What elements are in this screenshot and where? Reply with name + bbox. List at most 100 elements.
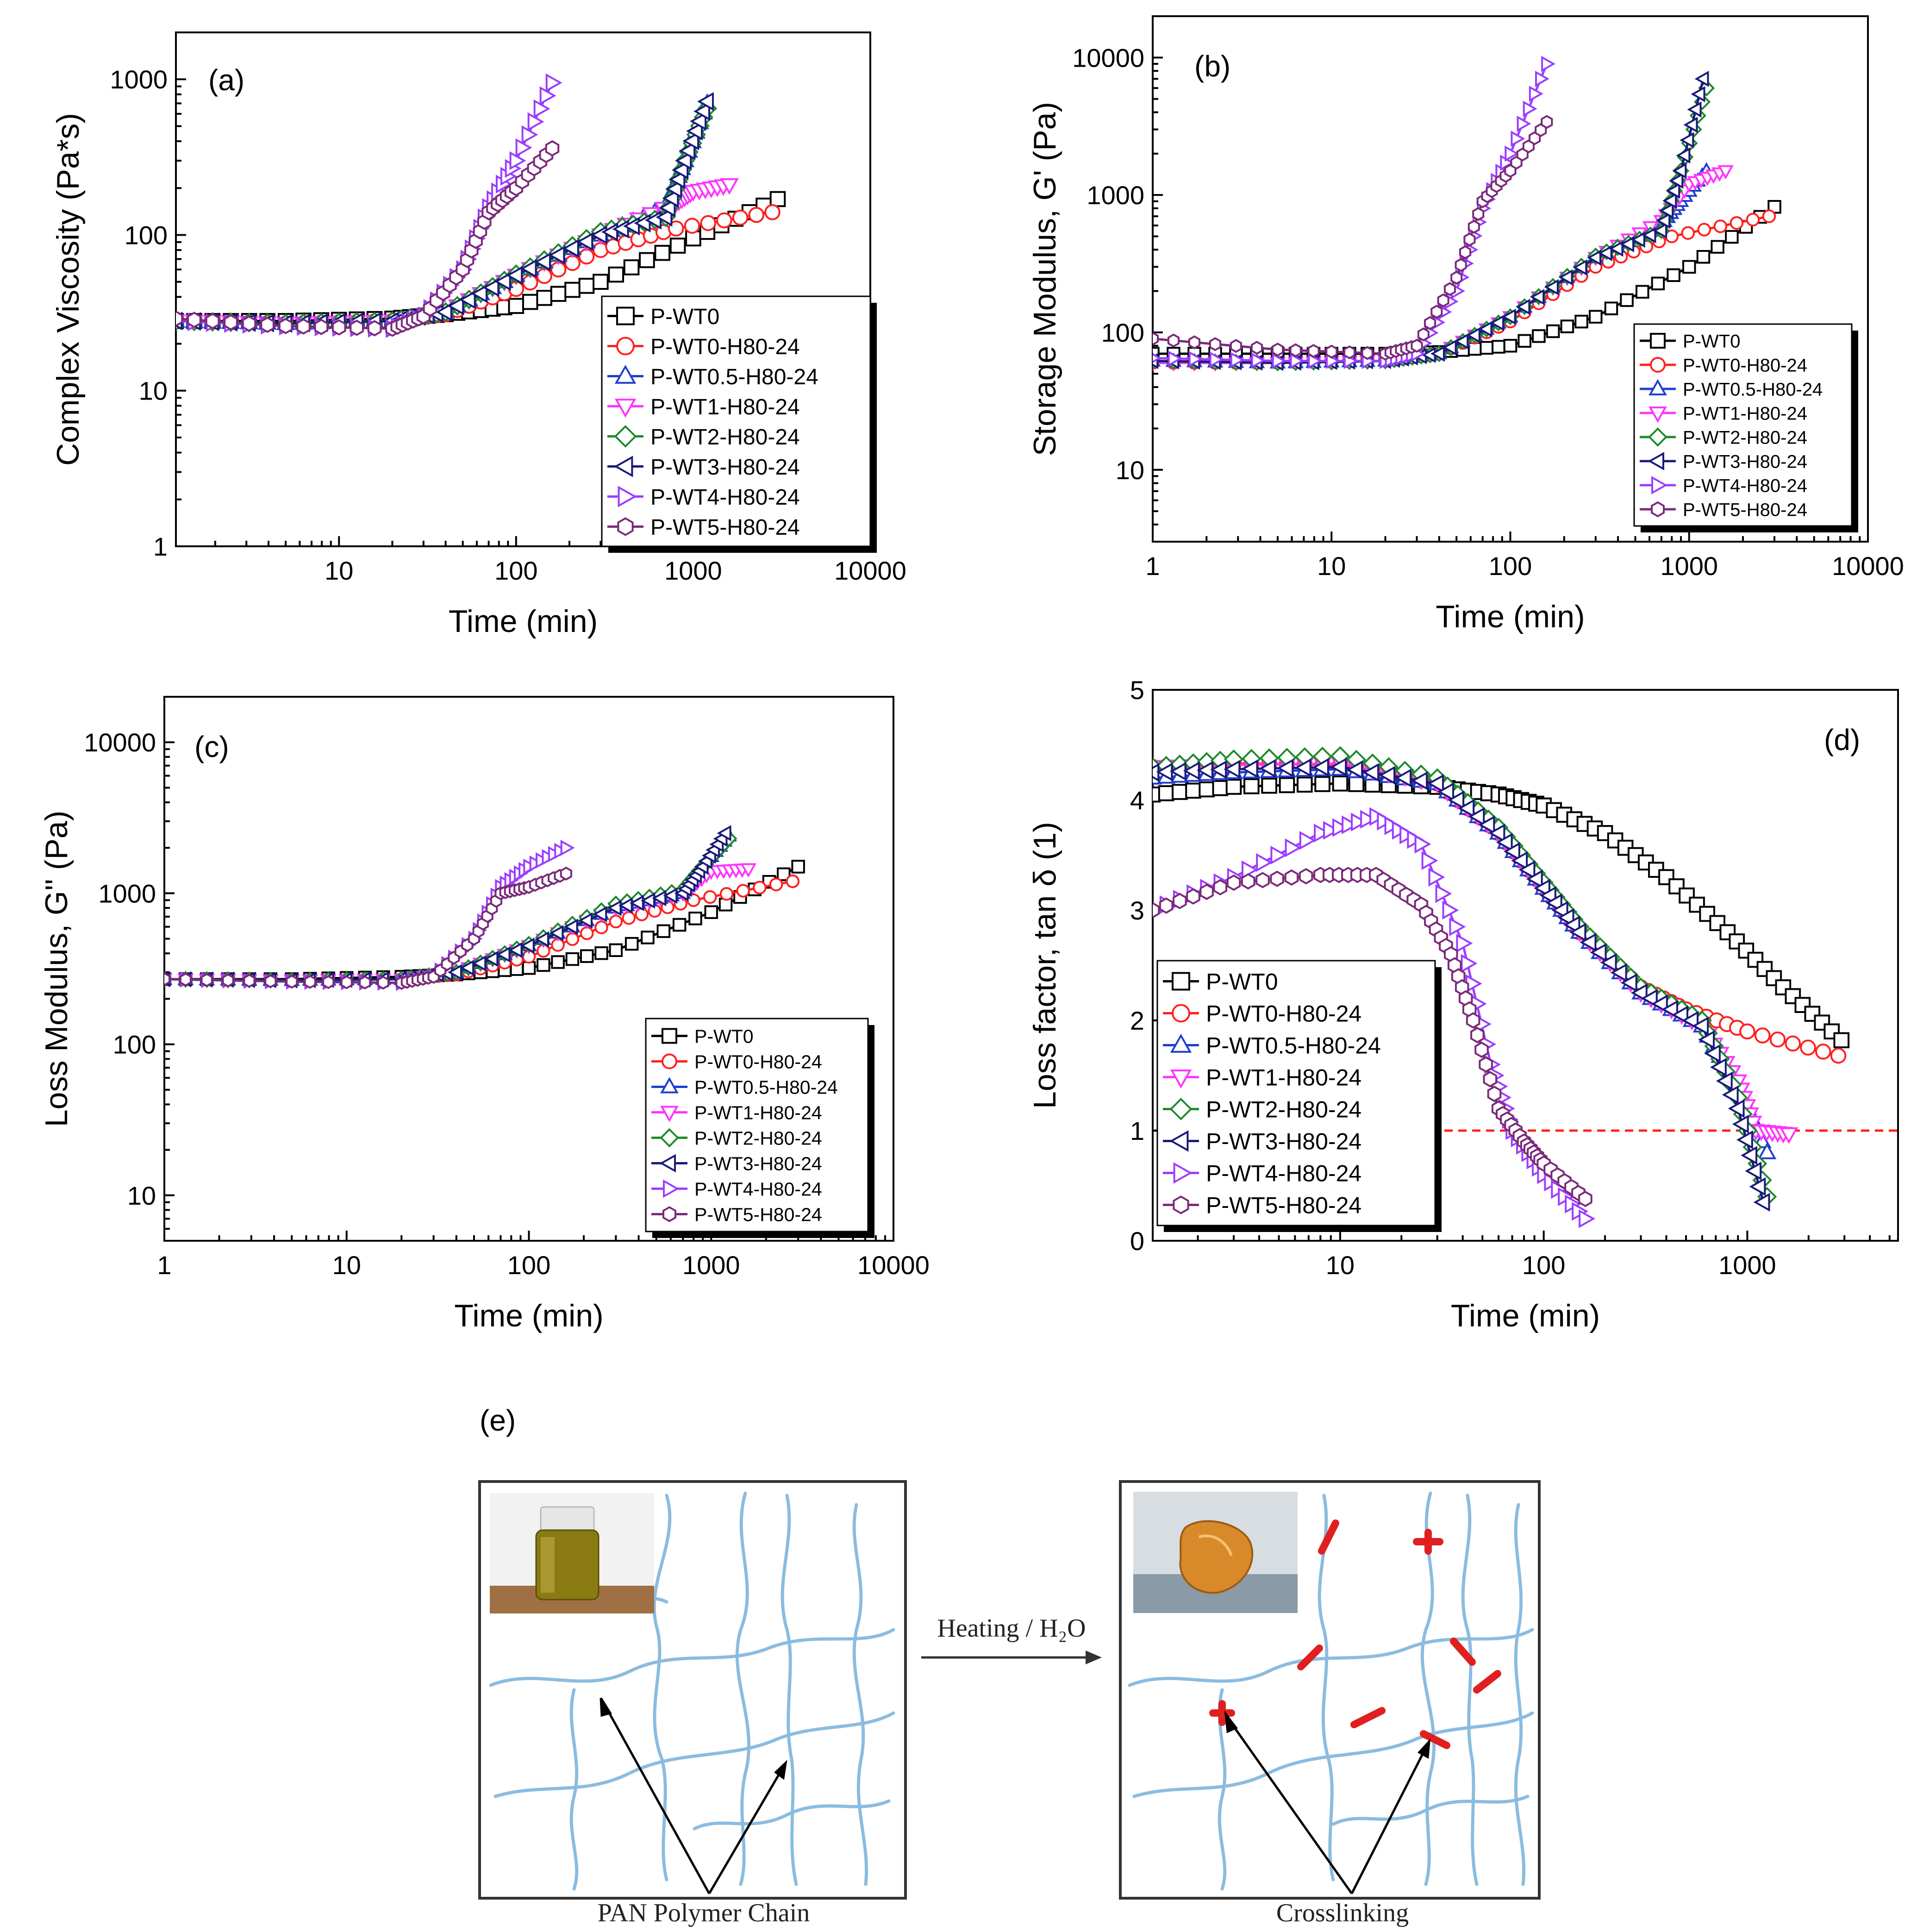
data-point	[609, 914, 623, 929]
y-tick-label: 100	[125, 220, 168, 250]
legend: P-WT0 P-WT0-H80-24 P-WT0.5-H80-24 P-WT1-H80…	[601, 295, 877, 553]
data-point	[459, 290, 476, 309]
legend-box	[645, 1018, 869, 1232]
legend-label: P-WT0.5-H80-24	[650, 365, 818, 389]
legend: P-WT0 P-WT0-H80-24 P-WT0.5-H80-24 P-WT1-H80…	[1633, 323, 1858, 532]
x-tick-label: 100	[1522, 1250, 1565, 1280]
data-point	[1346, 760, 1363, 779]
data-point	[1590, 943, 1607, 962]
data-point	[1651, 276, 1665, 291]
legend-marker	[1651, 476, 1668, 494]
data-point	[1490, 315, 1505, 331]
data-point	[1153, 786, 1161, 803]
data-point	[1604, 301, 1618, 315]
data-point	[1424, 316, 1436, 330]
x-tick-label: 10	[1317, 551, 1346, 581]
data-point	[1479, 1056, 1493, 1073]
data-point	[1411, 771, 1428, 790]
data-point	[682, 131, 699, 150]
panel-c: 1 10 100 1000 10000 10 100 1000 10000 Time (min) L…	[39, 696, 930, 1333]
chain-pointer-arrows	[599, 1697, 787, 1894]
legend-marker	[1172, 1004, 1190, 1023]
arrowhead-right-2	[1417, 1738, 1431, 1759]
data-point	[1779, 1127, 1798, 1144]
data-point	[639, 252, 655, 269]
y-tick-label: 10	[127, 1181, 156, 1210]
data-point	[1672, 1005, 1688, 1025]
data-point	[508, 942, 523, 958]
data-point	[668, 170, 686, 189]
data-point	[350, 319, 364, 336]
data-point	[669, 238, 686, 254]
legend-label: P-WT0.5-H80-24	[694, 1076, 838, 1098]
legend-marker	[662, 1028, 677, 1044]
crosslinking-diagram: Crosslinking	[1119, 1480, 1541, 1927]
data-point	[1458, 799, 1475, 818]
panel-e-label: (e)	[480, 1404, 516, 1437]
data-point	[1785, 1035, 1801, 1052]
data-point	[304, 975, 316, 989]
data-point	[1620, 236, 1635, 252]
data-point	[1361, 346, 1374, 360]
data-point	[545, 140, 560, 157]
legend-label: P-WT1-H80-24	[1683, 403, 1807, 424]
data-point	[536, 290, 552, 306]
y-axis-title: Loss factor, tan δ (1)	[1027, 822, 1062, 1109]
data-point	[1679, 887, 1695, 904]
data-point	[1587, 250, 1601, 266]
y-tick-label: 0	[1130, 1226, 1144, 1256]
y-tick-label: 1	[153, 532, 168, 561]
data-point	[1722, 1085, 1739, 1104]
data-point	[560, 866, 572, 881]
data-point	[563, 919, 578, 935]
legend-label: P-WT2-H80-24	[1683, 427, 1807, 448]
data-point	[1209, 351, 1224, 368]
data-point	[1312, 758, 1329, 777]
x-axis-title: Time (min)	[1436, 599, 1585, 634]
data-point	[447, 296, 464, 315]
data-point	[1691, 86, 1705, 102]
process-arrowhead	[1086, 1651, 1102, 1664]
data-point	[594, 920, 608, 934]
data-point	[1667, 268, 1680, 282]
data-point	[1503, 842, 1520, 861]
data-point	[665, 179, 682, 199]
data-point	[1662, 193, 1677, 209]
data-point	[1230, 339, 1243, 353]
data-point	[278, 318, 293, 334]
data-point	[1395, 769, 1412, 788]
data-point	[522, 961, 536, 975]
data-point	[1699, 906, 1715, 922]
data-point	[1610, 963, 1627, 982]
series-line-b-6	[1153, 63, 1548, 363]
data-point	[509, 151, 526, 170]
data-point	[1330, 757, 1347, 776]
data-point	[659, 198, 676, 218]
jar-highlight	[541, 1537, 555, 1593]
data-point	[679, 141, 696, 160]
data-point	[1669, 173, 1684, 189]
jar-lid	[540, 1506, 595, 1533]
data-point	[1668, 878, 1685, 894]
x-tick-label: 10	[325, 556, 353, 585]
data-point	[1739, 1023, 1755, 1040]
legend-box	[1633, 323, 1853, 527]
y-tick-label: 1000	[1087, 181, 1144, 210]
legend-label: P-WT0.5-H80-24	[1206, 1033, 1381, 1059]
data-point	[1680, 132, 1694, 149]
legend-marker	[1170, 1033, 1192, 1053]
y-tick-label: 10000	[1072, 43, 1144, 72]
data-point	[1698, 1030, 1715, 1049]
data-point	[1289, 343, 1302, 357]
data-point	[1696, 250, 1711, 264]
data-point	[1730, 216, 1744, 230]
data-point	[1467, 342, 1482, 356]
pan-chain-diagram: PAN Polymer Chain	[478, 1480, 907, 1927]
data-point	[1732, 1114, 1749, 1134]
data-point	[1158, 785, 1174, 801]
legend-label: P-WT0	[650, 305, 719, 329]
data-point	[243, 974, 256, 988]
legend-marker	[1648, 452, 1664, 470]
data-point	[1736, 1130, 1753, 1150]
data-point	[314, 319, 329, 335]
